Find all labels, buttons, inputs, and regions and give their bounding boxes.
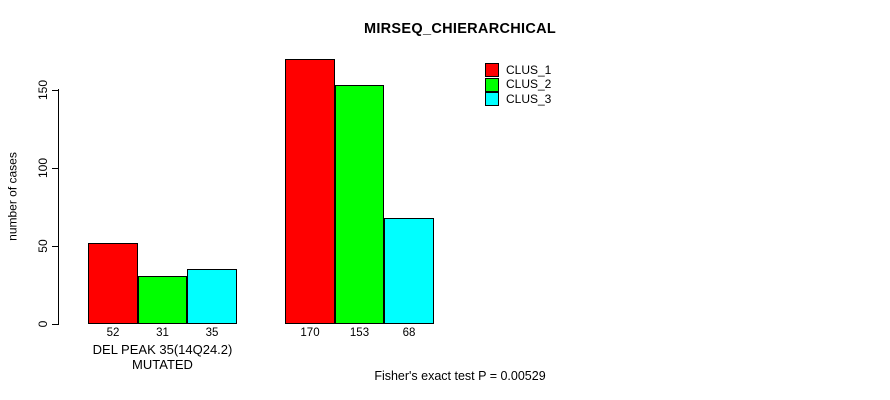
- bar-clus_3-group-2: [384, 218, 434, 324]
- chart-title: MIRSEQ_CHIERARCHICAL: [363, 21, 557, 37]
- y-tick-mark: [52, 90, 58, 91]
- bar-clus_2-group-2: [335, 85, 384, 324]
- legend-swatch-icon: [485, 77, 499, 92]
- legend-item-clus_2: CLUS_2: [485, 77, 552, 93]
- legend-swatch-icon: [485, 92, 499, 107]
- bar-value-label: 31: [156, 327, 169, 339]
- bar-value-label: 68: [402, 327, 416, 339]
- y-tick-mark: [52, 324, 58, 325]
- legend-label: CLUS_3: [506, 91, 552, 106]
- bar-value-label: 52: [106, 327, 120, 339]
- y-tick-mark: [52, 168, 58, 169]
- bar-clus_1-group-2: [285, 59, 335, 324]
- y-tick-label: 100: [36, 157, 50, 179]
- bar-value-label: 35: [205, 327, 219, 339]
- bar-clus_1-group-1: [88, 243, 138, 324]
- legend-label: CLUS_2: [506, 77, 552, 92]
- bar-value-label: 170: [300, 327, 320, 339]
- legend: CLUS_1 CLUS_2 CLUS_3: [485, 63, 551, 107]
- legend-swatch-icon: [485, 63, 499, 78]
- annotation-text: Fisher's exact test P = 0.00529: [374, 369, 546, 383]
- legend-label: CLUS_1: [506, 62, 552, 77]
- legend-item-clus_1: CLUS_1: [485, 63, 551, 78]
- y-axis-line: [58, 89, 59, 325]
- y-axis-label: number of cases: [5, 152, 20, 241]
- legend-item-clus_3: CLUS_3: [485, 92, 551, 107]
- y-tick-mark: [52, 246, 58, 247]
- y-tick-label: 50: [36, 239, 50, 253]
- y-tick-label: 150: [36, 79, 50, 101]
- bar-clus_2-group-1: [138, 276, 187, 324]
- bar-value-label: 153: [349, 327, 370, 339]
- bar-clus_3-group-1: [187, 269, 237, 324]
- x-axis-label: DEL PEAK 35(14Q24.2) MUTATED: [92, 342, 233, 372]
- y-tick-label: 0: [36, 320, 50, 328]
